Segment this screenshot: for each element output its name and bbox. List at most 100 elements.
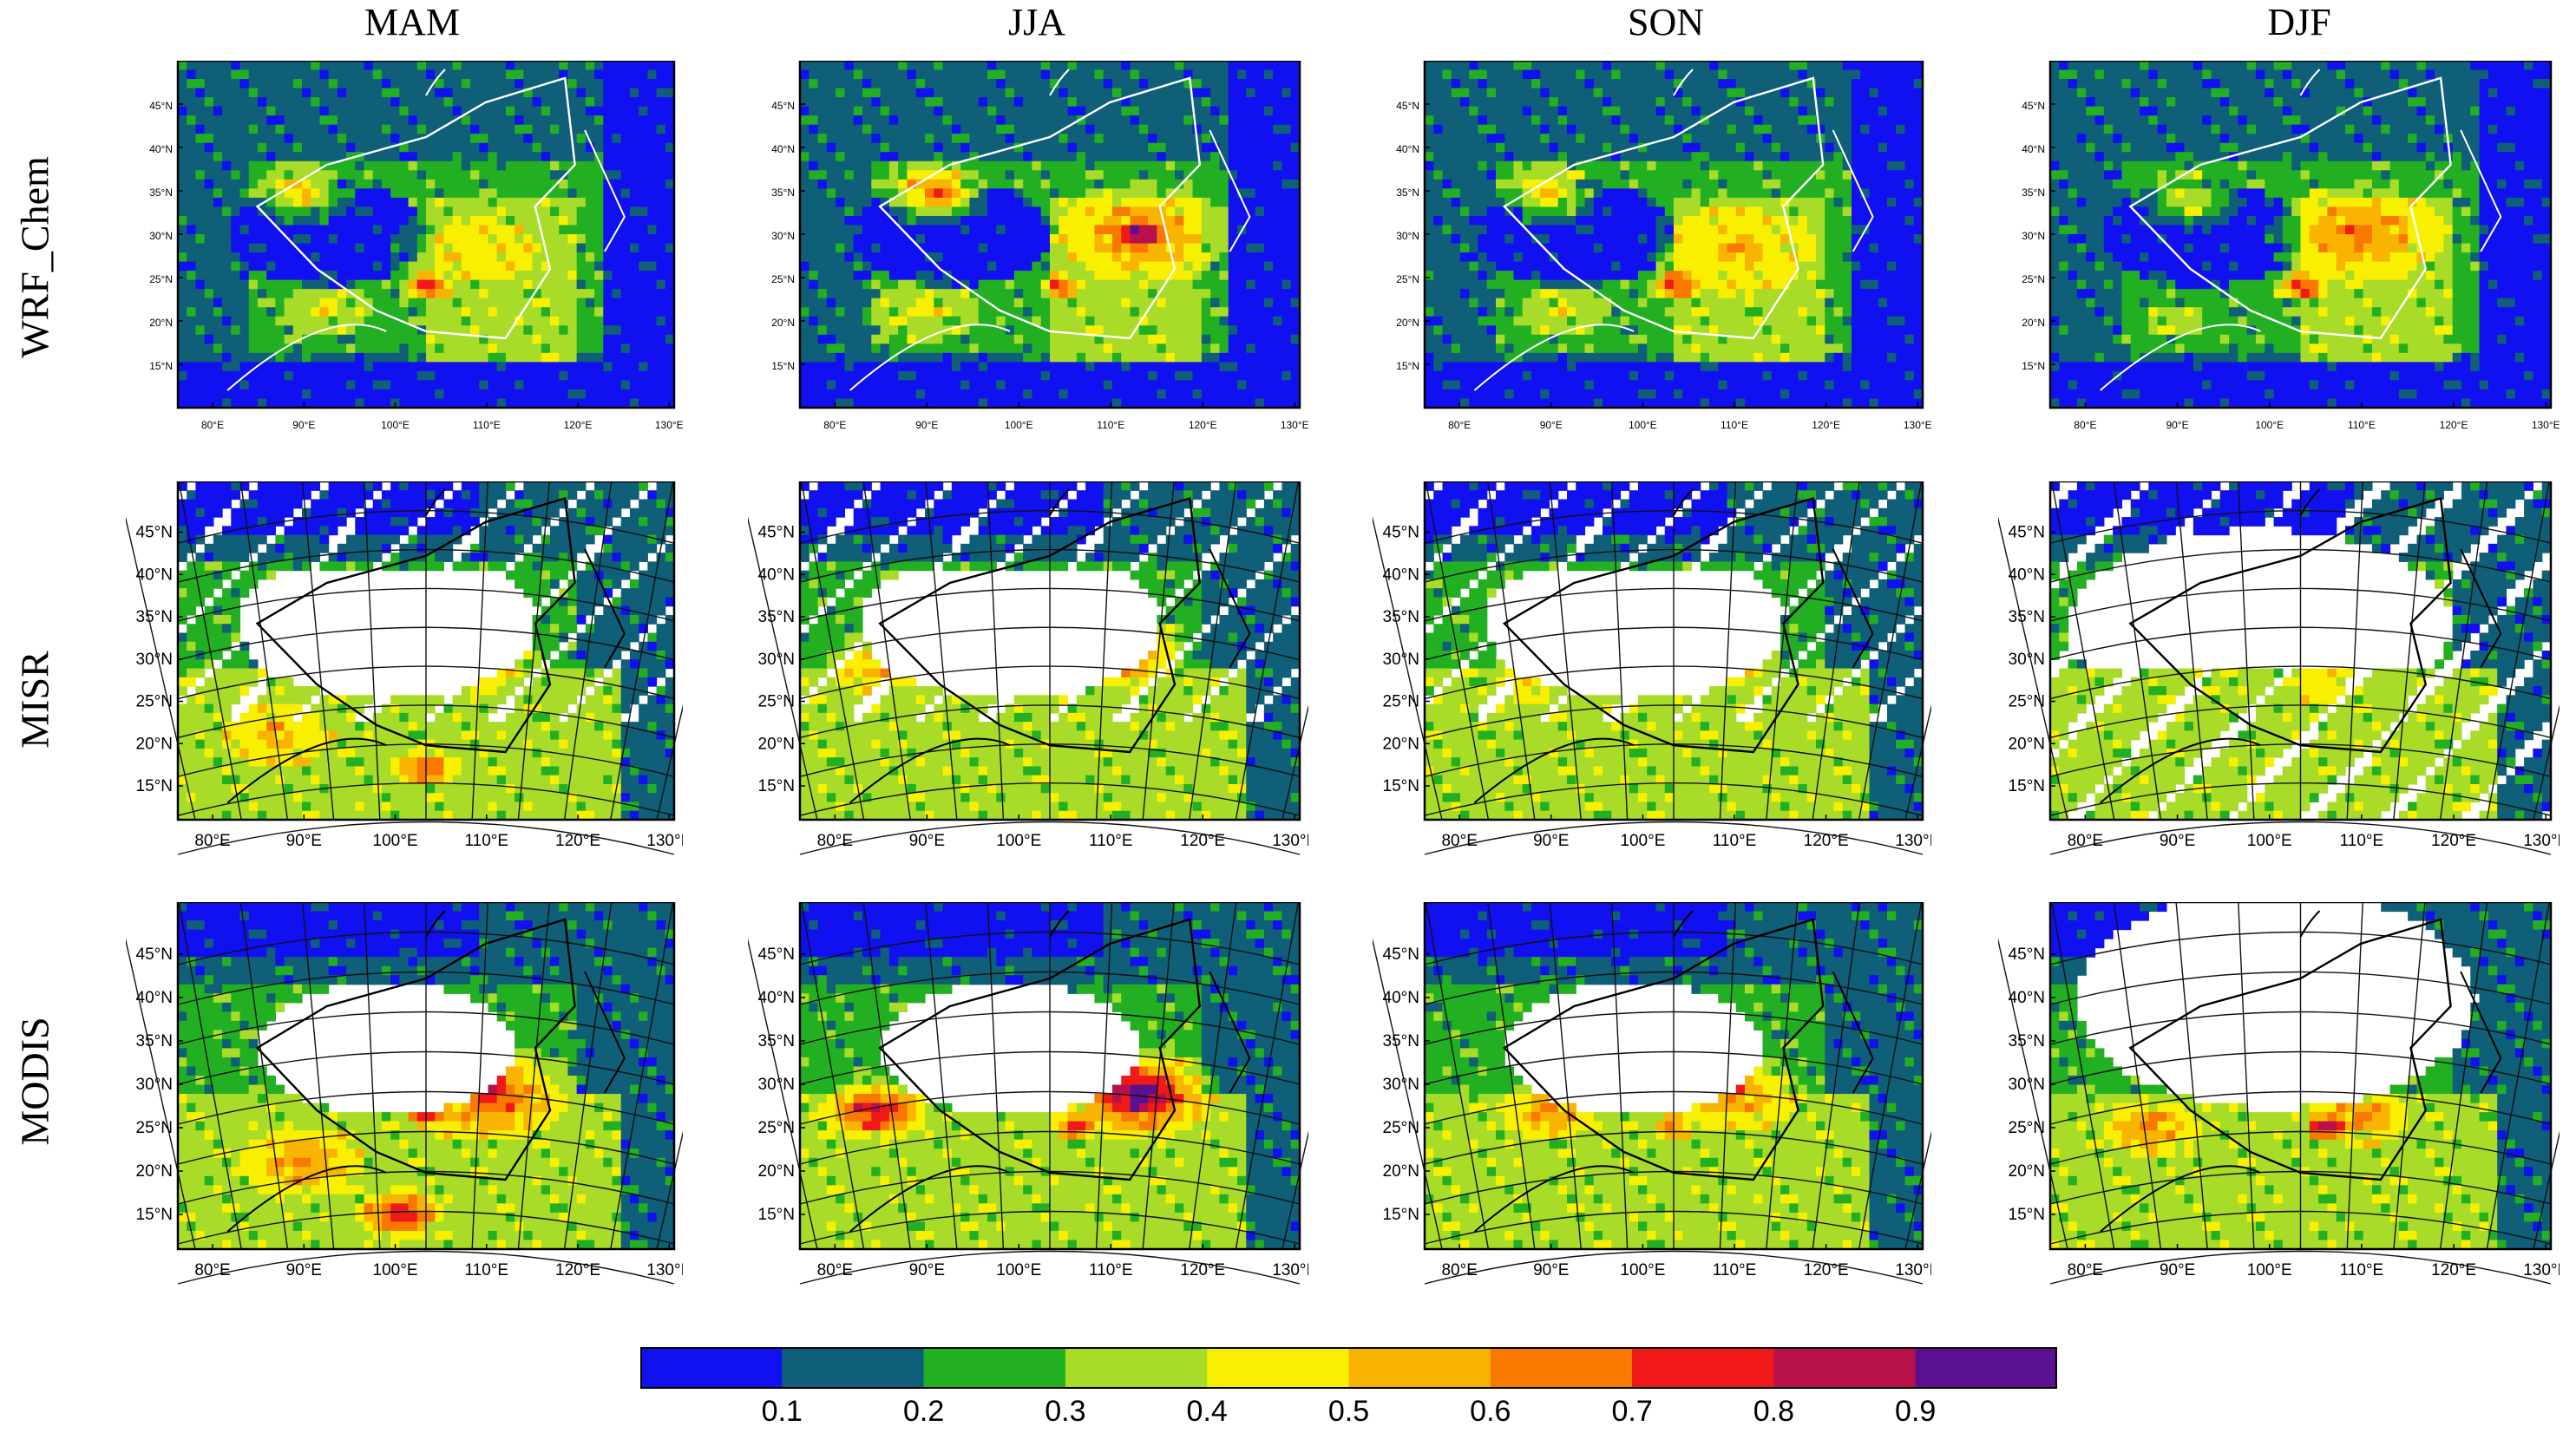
lon-tick-label: 120°E: [1180, 832, 1225, 850]
lat-tick-label: 20°N: [136, 1162, 173, 1181]
lat-tick-label: 30°N: [2009, 1076, 2045, 1094]
lon-tick-label: 130°E: [646, 1261, 683, 1279]
colorbar-segment: [923, 1347, 1066, 1389]
lat-tick-label: 25°N: [771, 273, 795, 285]
lat-tick-label: 20°N: [2009, 1162, 2045, 1181]
colorbar-label: 0.2: [903, 1395, 944, 1429]
lat-tick-label: 25°N: [149, 273, 173, 285]
row-title-misr: MISR: [12, 557, 58, 843]
map-panel-modis-djf: 15°N 20°N 25°N 30°N 35°N 40°N 45°N 80°E 90°E 100°…: [1998, 902, 2560, 1310]
lon-tick-label: 130°E: [655, 419, 683, 431]
map-panel-modis-son: 15°N 20°N 25°N 30°N 35°N 40°N 45°N 80°E 90°E 100°…: [1373, 902, 1931, 1310]
lat-tick-label: 40°N: [2022, 143, 2045, 155]
row-title-wrf-chem: WRF_Chem: [12, 115, 58, 401]
lon-tick-label: 80°E: [1441, 832, 1477, 850]
lat-tick-label: 30°N: [149, 230, 173, 242]
lat-tick-label: 30°N: [758, 651, 795, 669]
lat-tick-label: 20°N: [771, 317, 795, 329]
lon-tick-label: 80°E: [817, 832, 853, 850]
lon-tick-label: 90°E: [909, 832, 945, 850]
map-panel-misr-jja: 15°N 20°N 25°N 30°N 35°N 40°N 45°N 80°E 90°E 100°…: [748, 481, 1308, 880]
colorbar: [640, 1347, 2057, 1389]
lat-tick-label: 35°N: [136, 1032, 173, 1050]
lon-tick-label: 80°E: [2068, 1261, 2103, 1279]
lon-tick-label: 80°E: [823, 419, 846, 431]
lon-tick-label: 90°E: [2160, 1261, 2195, 1279]
lat-tick-label: 40°N: [1383, 989, 1419, 1007]
colorbar-segment: [1632, 1347, 1774, 1389]
lon-tick-label: 130°E: [2523, 1261, 2560, 1279]
colorbar-label: 0.1: [762, 1395, 803, 1429]
lat-tick-label: 30°N: [2022, 230, 2045, 242]
lon-tick-label: 100°E: [996, 832, 1041, 850]
colorbar-label: 0.9: [1895, 1395, 1936, 1429]
lon-tick-label: 100°E: [1620, 1261, 1665, 1279]
map-panel-wrf-chem-jja: 15°N 20°N 25°N 30°N 35°N 40°N 45°N 80°E 90°E 100°…: [748, 61, 1308, 468]
lat-tick-label: 35°N: [771, 186, 795, 199]
lat-tick-label: 35°N: [2022, 186, 2045, 199]
lat-tick-label: 40°N: [1396, 143, 1419, 155]
lat-tick-label: 30°N: [771, 230, 795, 242]
colorbar-segment: [1207, 1347, 1349, 1389]
lon-tick-label: 120°E: [555, 1261, 600, 1279]
lat-tick-label: 20°N: [1383, 735, 1419, 753]
colorbar-segment: [782, 1347, 925, 1389]
colorbar-segment: [1065, 1347, 1208, 1389]
lon-tick-label: 130°E: [1895, 1261, 1931, 1279]
lat-tick-label: 20°N: [758, 1162, 795, 1181]
lon-tick-label: 120°E: [555, 832, 600, 850]
lon-tick-label: 90°E: [286, 832, 322, 850]
lat-tick-label: 40°N: [771, 143, 795, 155]
lat-tick-label: 45°N: [149, 100, 173, 112]
lat-tick-label: 45°N: [2022, 100, 2045, 112]
colorbar-label: 0.6: [1470, 1395, 1511, 1429]
lon-tick-label: 120°E: [1189, 419, 1217, 431]
lon-tick-label: 80°E: [2068, 832, 2103, 850]
colorbar-label: 0.3: [1045, 1395, 1085, 1429]
column-title-djf: DJF: [2126, 0, 2473, 44]
lat-tick-label: 15°N: [758, 1206, 795, 1224]
map-panel-misr-son: 15°N 20°N 25°N 30°N 35°N 40°N 45°N 80°E 90°E 100°…: [1373, 481, 1931, 880]
lon-tick-label: 130°E: [1272, 1261, 1308, 1279]
lon-tick-label: 120°E: [1804, 832, 1849, 850]
lon-tick-label: 100°E: [381, 419, 410, 431]
lon-tick-label: 130°E: [2523, 832, 2560, 850]
lat-tick-label: 15°N: [2009, 1206, 2045, 1224]
lat-tick-label: 25°N: [136, 693, 173, 711]
lat-tick-label: 30°N: [136, 651, 173, 669]
lon-tick-label: 100°E: [373, 832, 418, 850]
lat-tick-label: 45°N: [1383, 946, 1419, 964]
lon-tick-label: 90°E: [292, 419, 315, 431]
lat-tick-label: 15°N: [136, 777, 173, 795]
column-title-jja: JJA: [863, 0, 1210, 44]
lon-tick-label: 80°E: [2074, 419, 2096, 431]
lon-tick-label: 110°E: [465, 832, 509, 850]
lon-tick-label: 130°E: [1272, 832, 1308, 850]
lon-tick-label: 90°E: [1540, 419, 1563, 431]
lat-tick-label: 25°N: [2009, 693, 2045, 711]
lon-tick-label: 110°E: [1089, 1261, 1133, 1279]
lat-tick-label: 40°N: [149, 143, 173, 155]
lat-tick-label: 35°N: [1383, 1032, 1419, 1050]
lon-tick-label: 100°E: [1629, 419, 1657, 431]
lat-tick-label: 40°N: [758, 566, 795, 584]
lon-tick-label: 120°E: [1812, 419, 1840, 431]
lat-tick-label: 30°N: [1383, 1076, 1419, 1094]
lon-tick-label: 110°E: [1097, 419, 1124, 431]
lon-tick-label: 100°E: [1005, 419, 1033, 431]
lon-tick-label: 90°E: [909, 1261, 945, 1279]
lat-tick-label: 35°N: [136, 608, 173, 626]
lat-tick-label: 20°N: [149, 317, 173, 329]
lat-tick-label: 40°N: [758, 989, 795, 1007]
lon-tick-label: 120°E: [564, 419, 593, 431]
lon-tick-label: 110°E: [1713, 832, 1757, 850]
lon-tick-label: 110°E: [2348, 419, 2376, 431]
lat-tick-label: 45°N: [758, 946, 795, 964]
lat-tick-label: 45°N: [2009, 946, 2045, 964]
lon-tick-label: 110°E: [1721, 419, 1748, 431]
lat-tick-label: 25°N: [2009, 1119, 2045, 1137]
lat-tick-label: 20°N: [2022, 317, 2045, 329]
lon-tick-label: 120°E: [1804, 1261, 1849, 1279]
lon-tick-label: 80°E: [1441, 1261, 1477, 1279]
lat-tick-label: 40°N: [2009, 989, 2045, 1007]
